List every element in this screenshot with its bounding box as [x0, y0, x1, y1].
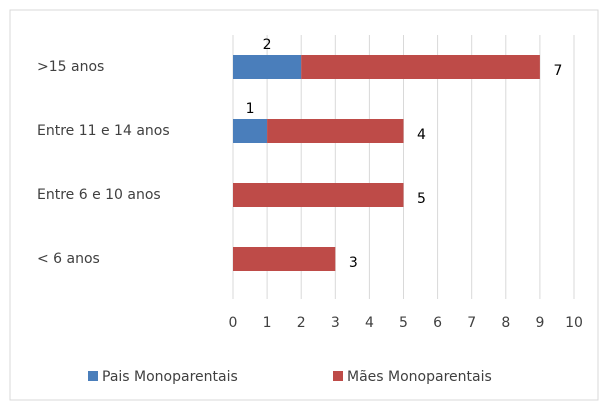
legend-label: Mães Monoparentais: [347, 369, 492, 385]
data-label: 3: [349, 255, 358, 271]
data-label: 1: [246, 101, 255, 117]
x-tick-label: 1: [263, 315, 272, 331]
x-tick-label: 9: [535, 315, 544, 331]
x-tick-label: 7: [467, 315, 476, 331]
y-tick-label: >15 anos: [37, 59, 104, 75]
x-tick-label: 3: [331, 315, 340, 331]
legend-swatch: [88, 371, 98, 381]
x-tick-label: 2: [297, 315, 306, 331]
y-tick-label: < 6 anos: [37, 251, 100, 267]
x-tick-label: 5: [399, 315, 408, 331]
bar-segment: [233, 183, 404, 207]
data-label: 2: [263, 37, 272, 53]
x-tick-label: 6: [433, 315, 442, 331]
x-tick-label: 10: [565, 315, 583, 331]
bar-segment: [233, 247, 336, 271]
y-tick-label: Entre 6 e 10 anos: [37, 187, 161, 203]
x-tick-label: 8: [501, 315, 510, 331]
y-tick-label: Entre 11 e 14 anos: [37, 123, 170, 139]
data-label: 7: [553, 63, 562, 79]
bar-segment: [233, 55, 302, 79]
bar-segment: [233, 119, 268, 143]
legend-label: Pais Monoparentais: [102, 369, 238, 385]
data-label: 5: [417, 191, 426, 207]
bar-segment: [267, 119, 404, 143]
x-tick-label: 0: [229, 315, 238, 331]
legend-swatch: [333, 371, 343, 381]
x-tick-label: 4: [365, 315, 374, 331]
data-label: 4: [417, 127, 426, 143]
bar-segment: [301, 55, 540, 79]
